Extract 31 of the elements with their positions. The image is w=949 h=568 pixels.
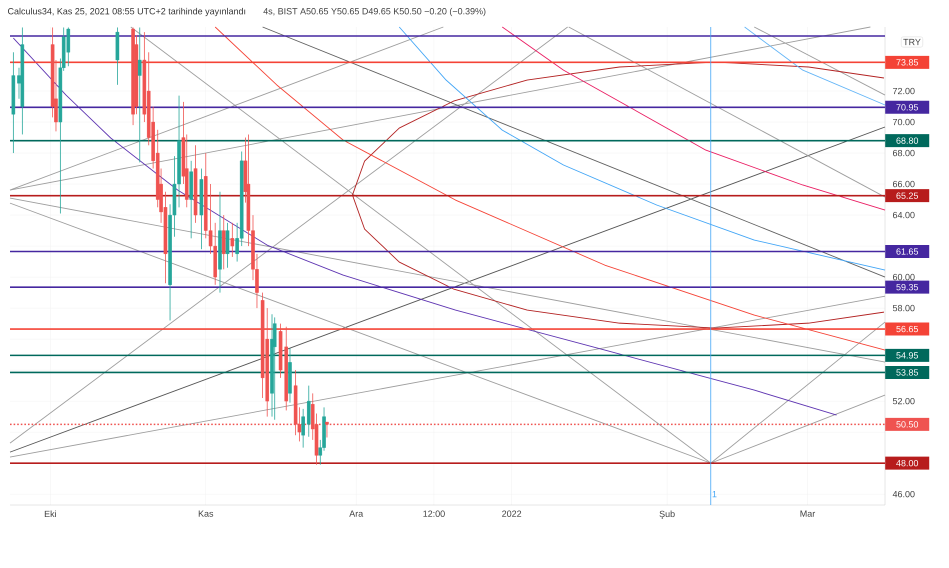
y-tick-label: 66.00 — [892, 180, 915, 188]
ref-line-label: 54.95 — [896, 352, 918, 359]
annotation: 1 — [712, 491, 717, 498]
x-tick-label: Eki — [44, 510, 56, 518]
x-tick-label: Kas — [198, 510, 214, 517]
ref-line-label: 53.85 — [896, 369, 918, 376]
y-axis-title: TRY — [903, 38, 921, 46]
y-tick-label: 68.00 — [892, 150, 915, 156]
ref-line-label: 48.00 — [896, 460, 918, 466]
x-tick-label: Şub — [660, 510, 675, 519]
y-tick-label: 64.00 — [892, 212, 915, 218]
y-tick-label: 72.00 — [892, 88, 915, 94]
ref-line-label: 70.95 — [896, 104, 918, 110]
x-tick-label: 12:00 — [423, 510, 445, 517]
ref-line-label: 68.80 — [896, 137, 918, 144]
y-tick-label: 46.00 — [892, 490, 915, 498]
y-tick-label: 60.00 — [892, 274, 915, 280]
x-tick-label: 2022 — [502, 510, 522, 517]
ref-line-label: 50.50 — [896, 421, 918, 428]
chart-title: Calculus34, Kas 25, 2021 08:55 UTC+2 tarihinde yayınlandı — [8, 8, 246, 16]
ref-line-label: 59.35 — [896, 284, 918, 290]
y-tick-label: 70.00 — [892, 118, 915, 126]
x-tick-label: Ara — [349, 510, 364, 517]
x-tick-label: Mar — [800, 510, 816, 517]
y-tick-label: 52.00 — [892, 398, 915, 404]
ref-line-label: 56.65 — [896, 326, 918, 332]
ref-line-label: 61.65 — [896, 248, 918, 255]
chart-subtitle: 4s, BIST A50.65 Y50.65 D49.65 K50.50 −0.20 (−0.39%) — [263, 8, 486, 16]
ref-line-label: 73.85 — [896, 59, 918, 66]
ref-line-label: 65.25 — [896, 192, 918, 199]
y-tick-label: 58.00 — [892, 304, 915, 312]
